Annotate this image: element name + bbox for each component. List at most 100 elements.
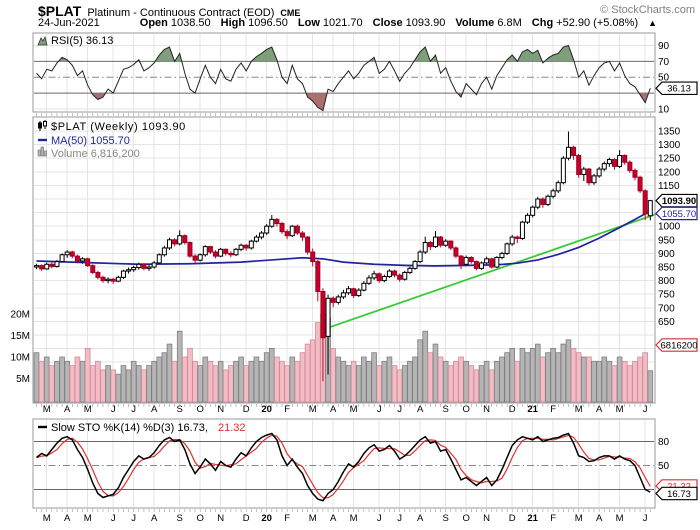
quote-item: Low 1021.70 [297,17,363,29]
month-label: S [443,404,449,415]
volume-bar [550,347,556,403]
candle-body [530,206,536,216]
volume-bar [315,322,321,403]
candle-body [44,263,50,270]
month-label: O [462,513,469,524]
candle-body [519,221,525,239]
volume-bar [248,360,255,403]
candle-body [305,236,311,253]
candle-body [330,297,336,303]
candle-body [560,157,566,184]
volume-bar [442,360,449,403]
month-label: J [131,404,136,415]
volume-bar [621,360,628,403]
rsi-axis-label: 70 [658,57,670,68]
month-label: M [350,404,358,415]
volume-bars-icon [37,146,47,157]
candle-body [238,244,244,250]
candle-body [274,218,280,224]
month-label: S [177,404,183,415]
volume-bar [606,360,613,403]
volume-bar [534,343,541,403]
candle-body [156,254,162,264]
month-label: A [64,404,71,415]
candle-body [64,251,70,256]
volume-last-box [655,338,698,352]
volume-bar [105,365,111,403]
candle-body [223,248,229,254]
candle-body [177,235,183,245]
volume-bar [509,347,515,403]
symbol-ticker: $PLAT [38,3,82,19]
volume-bar [340,360,347,403]
candle-body [535,198,541,208]
volume-bar [627,365,633,403]
candle-body [463,256,469,265]
volume-bar [49,365,55,403]
price-axis-label: 1200 [658,167,681,178]
volume-bar [463,360,469,403]
volume-bar [95,360,101,403]
volume-bar [524,352,531,403]
month-label: M [575,404,583,415]
volume-bar [391,365,398,403]
volume-bar [555,352,562,403]
volume-bar [330,347,336,403]
candle-body [95,271,101,278]
candle-body [448,240,454,249]
exchange-label: CME [280,8,301,18]
candle-body [489,258,495,268]
candle-body [207,246,213,253]
month-label: A [151,404,158,415]
volume-axis-label: 20M [11,310,30,321]
volume-bar [596,360,602,403]
candle-body [514,236,520,239]
price-axis-label: 1150 [658,181,680,192]
volume-bar [386,356,393,403]
candle-body [371,273,377,279]
candle-body [269,218,275,227]
price-axis-label: 1300 [658,140,681,151]
month-label: M [309,404,317,415]
candle-body [601,163,607,170]
candle-body [192,255,198,261]
volume-bar [407,360,413,403]
change-up-arrow: ▲ [648,18,658,28]
volume-bar [222,369,229,403]
candle-body [647,200,653,217]
ma-legend-label: MA(50) 1055.70 [51,135,130,147]
candle-body [407,267,413,273]
volume-bar [299,352,306,403]
candle-body [550,190,556,197]
candle-body [525,214,531,223]
sto-legend: Slow STO %K(14) %D(3) 16.73, 21.32 [38,422,246,434]
month-label: J [131,513,136,524]
stockcharts-credit-link[interactable]: © StockCharts.com [600,4,695,16]
rsi-panel [32,32,656,113]
month-label: 20 [261,404,272,415]
month-label: N [483,404,490,415]
candle-body [361,282,367,291]
volume-bar [401,365,408,403]
month-label: N [217,404,224,415]
price-axis-label: 850 [658,263,675,274]
volume-bar [437,356,444,403]
candle-body [187,242,193,257]
volume-legend-label: Volume 6,816,200 [51,148,140,160]
candle-body [432,236,438,248]
volume-bar [570,347,577,403]
candle-body [325,297,331,337]
volume-bar [540,356,546,403]
candle-body [376,273,382,282]
volume-bar [120,365,127,403]
volume-bar [642,352,648,403]
candle-body [555,182,561,192]
volume-bar [581,356,587,403]
month-label: A [330,404,337,415]
volume-bar [110,369,117,403]
candle-body [294,225,300,234]
volume-bar [141,369,147,403]
candle-body [166,239,172,249]
candle-body [284,231,290,237]
volume-axis-label: 10M [11,353,30,364]
